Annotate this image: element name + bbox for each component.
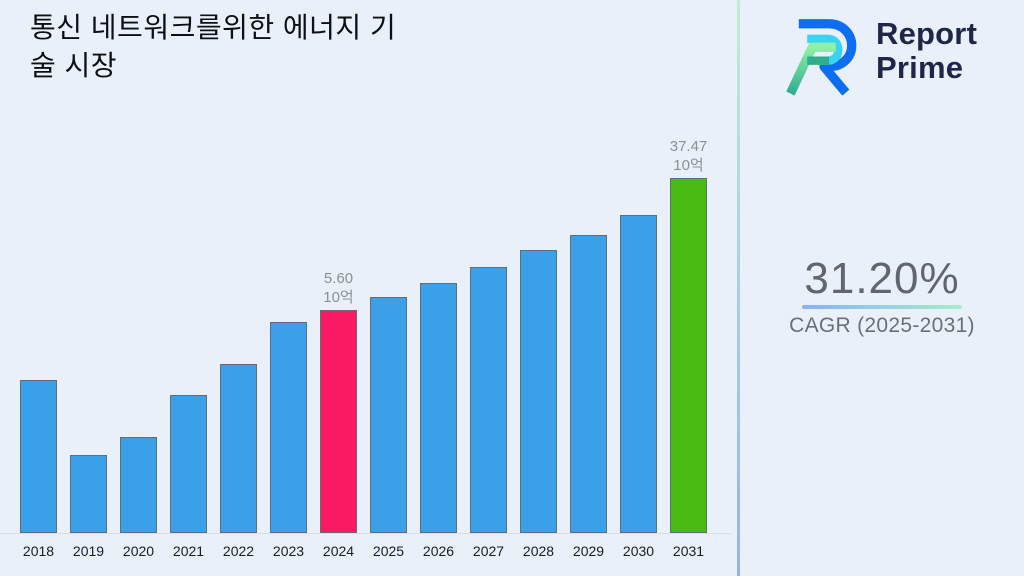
x-tick-2025: 2025 <box>372 543 405 559</box>
logo-text: Report Prime <box>876 17 977 85</box>
bar-2029 <box>570 235 607 533</box>
x-tick-2024: 2024 <box>322 543 355 559</box>
bar-2018 <box>20 380 57 533</box>
logo-text-line1: Report <box>876 16 978 51</box>
bar-column-2031: 37.47 10억 2031 <box>669 137 708 559</box>
bar-column-2030: 2030 <box>620 215 657 559</box>
bar-2028 <box>520 250 557 533</box>
bar-2021 <box>170 395 207 533</box>
x-tick-2026: 2026 <box>422 543 455 559</box>
bar-2020 <box>120 437 157 533</box>
x-axis-line <box>0 533 731 534</box>
bar-2025 <box>370 297 407 533</box>
x-tick-2030: 2030 <box>622 543 655 559</box>
x-tick-2023: 2023 <box>272 543 305 559</box>
x-tick-2022: 2022 <box>222 543 255 559</box>
bar-column-2028: 2028 <box>520 250 557 559</box>
x-tick-2028: 2028 <box>522 543 555 559</box>
page-title: 통신 네트워크를위한 에너지 기 술 시장 <box>30 9 396 85</box>
bar-column-2020: 2020 <box>120 437 157 559</box>
bar-column-2027: 2027 <box>470 267 507 559</box>
bar-2022 <box>220 364 257 533</box>
x-tick-2031: 2031 <box>672 543 705 559</box>
bar-column-2025: 2025 <box>370 297 407 559</box>
bar-annotation-2031: 37.47 10억 <box>669 138 708 174</box>
bar-2030 <box>620 215 657 533</box>
cagr-block: 31.20% CAGR (2025-2031) <box>740 256 1024 338</box>
bar-2026 <box>420 283 457 533</box>
bar-column-2019: 2019 <box>70 455 107 559</box>
page-title-line2: 술 시장 <box>30 50 118 81</box>
bar-column-2023: 2023 <box>270 322 307 559</box>
x-tick-2020: 2020 <box>122 543 155 559</box>
panel-divider <box>737 0 740 576</box>
cagr-value: 31.20% <box>804 254 960 303</box>
bar-column-2022: 2022 <box>220 364 257 559</box>
bar-column-2029: 2029 <box>570 235 607 559</box>
x-tick-2027: 2027 <box>472 543 505 559</box>
report-prime-logo-icon <box>786 19 857 96</box>
bar-2027 <box>470 267 507 533</box>
x-tick-2018: 2018 <box>22 543 55 559</box>
cagr-underline <box>802 305 962 309</box>
bar-column-2018: 2018 <box>20 380 57 559</box>
bar-annotation-2024: 5.60 10억 <box>323 270 354 306</box>
bar-chart: 2018 2019 2020 2021 2022 2023 5.60 10억 2024 2025 2… <box>20 0 708 559</box>
logo-text-line2: Prime <box>876 50 964 85</box>
cagr-label: CAGR (2025-2031) <box>789 314 975 337</box>
bar-2023 <box>270 322 307 533</box>
bar-2024 <box>320 310 357 533</box>
bar-column-2024: 5.60 10억 2024 <box>320 269 357 559</box>
x-tick-2021: 2021 <box>172 543 205 559</box>
x-tick-2029: 2029 <box>572 543 605 559</box>
bar-column-2021: 2021 <box>170 395 207 559</box>
bar-2031 <box>670 178 707 533</box>
bar-column-2026: 2026 <box>420 283 457 559</box>
report-prime-logo: Report Prime <box>782 11 977 97</box>
page-title-line1: 통신 네트워크를위한 에너지 기 <box>30 12 397 43</box>
bar-2019 <box>70 455 107 533</box>
x-tick-2019: 2019 <box>72 543 105 559</box>
